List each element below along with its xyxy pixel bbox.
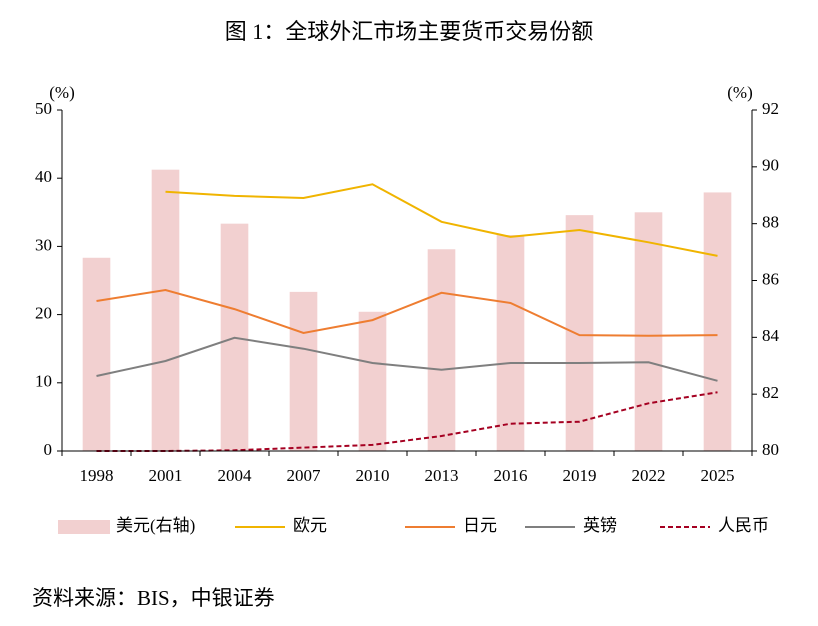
legend-label: 欧元 <box>293 516 327 535</box>
x-tick-label: 2019 <box>563 466 597 485</box>
bar <box>703 192 732 452</box>
legend-swatch <box>58 520 110 534</box>
y-tick-label: 10 <box>35 372 52 391</box>
y2-tick-label: 84 <box>762 326 780 345</box>
line-series <box>165 183 718 257</box>
legend-label: 日元 <box>463 516 497 535</box>
legend-label: 人民币 <box>718 516 769 535</box>
y2-tick-label: 80 <box>762 440 779 459</box>
x-tick-label: 2010 <box>356 466 390 485</box>
y2-tick-label: 82 <box>762 383 779 402</box>
bar <box>289 291 318 451</box>
bar <box>151 169 180 452</box>
source: 资料来源：BIS，中银证券 <box>32 586 275 610</box>
line-series <box>96 288 718 337</box>
bar <box>427 249 456 451</box>
y-tick-label: 50 <box>35 99 52 118</box>
y2-tick-label: 92 <box>762 99 779 118</box>
x-tick-label: 2022 <box>632 466 666 485</box>
y-tick-label: 20 <box>35 304 52 323</box>
line-series <box>96 391 718 452</box>
legend-label: 美元(右轴) <box>116 516 195 535</box>
x-tick-label: 2001 <box>149 466 183 485</box>
y-unit: (%) <box>49 83 74 102</box>
bar <box>82 257 111 451</box>
legend-label: 英镑 <box>583 516 617 535</box>
bar <box>358 311 387 451</box>
x-tick-label: 1998 <box>80 466 114 485</box>
x-tick-label: 2004 <box>218 466 253 485</box>
chart-title: 图 1：全球外汇市场主要货币交易份额 <box>225 19 594 44</box>
bar <box>496 235 525 451</box>
x-tick-label: 2016 <box>494 466 528 485</box>
bar <box>634 212 663 451</box>
x-tick-label: 2013 <box>425 466 459 485</box>
y-tick-label: 0 <box>44 440 53 459</box>
x-tick-label: 2007 <box>287 466 322 485</box>
y2-unit: (%) <box>727 83 752 102</box>
y2-tick-label: 86 <box>762 269 779 288</box>
y-tick-label: 40 <box>35 167 52 186</box>
x-tick-label: 2025 <box>701 466 735 485</box>
bar <box>565 215 594 451</box>
y2-tick-label: 90 <box>762 156 779 175</box>
y-tick-label: 30 <box>35 235 52 254</box>
y2-tick-label: 88 <box>762 213 779 232</box>
line-series <box>96 336 718 382</box>
